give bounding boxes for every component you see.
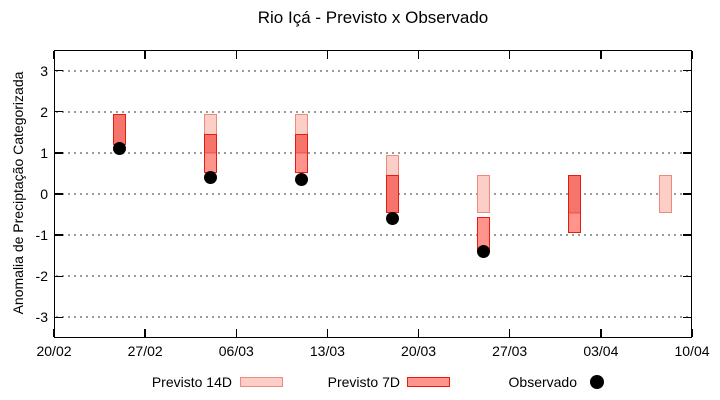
- grid-line: [56, 151, 690, 154]
- y-tick-mark-right: [683, 69, 691, 72]
- x-tick-mark: [417, 329, 420, 337]
- forecast-14d-bar: [659, 175, 673, 213]
- plot-frame: [54, 50, 692, 338]
- y-tick-label: -3: [35, 309, 48, 326]
- y-tick-mark-right: [683, 193, 691, 195]
- x-tick-mark-top: [691, 51, 693, 59]
- forecast-overlap-region: [113, 114, 125, 144]
- x-tick-mark: [144, 329, 146, 337]
- y-tick-label: -1: [35, 227, 48, 244]
- x-tick-label: 13/03: [309, 343, 345, 359]
- chart-title: Rio Içá - Previsto x Observado: [257, 8, 489, 27]
- legend-observado-dot-icon: [590, 375, 604, 389]
- x-tick-mark-top: [144, 51, 146, 59]
- x-tick-mark: [235, 329, 238, 337]
- x-tick-mark-top: [235, 51, 238, 59]
- x-tick-mark: [691, 329, 693, 337]
- forecast-7d-bar: [203, 134, 217, 174]
- forecast-14d-bottom-edge-line: [569, 211, 581, 213]
- y-tick-mark: [55, 69, 63, 72]
- y-tick-mark-right: [683, 316, 691, 319]
- forecast-overlap-region: [569, 176, 581, 214]
- legend-label-previsto-14d: Previsto 14D: [151, 374, 232, 390]
- x-tick-label: 27/03: [492, 343, 528, 359]
- x-tick-mark: [326, 329, 329, 337]
- grid-line: [56, 275, 690, 278]
- grid-line: [56, 234, 690, 237]
- forecast-overlap-region: [387, 176, 399, 212]
- x-tick-label: 20/03: [401, 343, 437, 359]
- observed-dot: [294, 173, 308, 187]
- observed-dot: [477, 245, 491, 259]
- forecast-14d-bottom-edge-line: [295, 151, 307, 154]
- forecast-overlap-region: [295, 135, 307, 154]
- forecast-7d-bar: [294, 134, 308, 174]
- y-tick-label: 2: [40, 103, 48, 120]
- legend-label-previsto-7d: Previsto 7D: [327, 374, 400, 390]
- x-tick-label: 10/04: [674, 343, 710, 359]
- x-tick-mark-top: [417, 51, 420, 59]
- y-tick-label: -2: [35, 268, 48, 285]
- grid-line: [56, 193, 690, 195]
- y-tick-mark: [55, 193, 63, 195]
- y-tick-mark: [55, 275, 63, 278]
- x-tick-mark-top: [600, 51, 602, 59]
- y-tick-label: 1: [40, 144, 48, 161]
- x-tick-label: 27/02: [127, 343, 163, 359]
- y-tick-label: 0: [40, 186, 48, 202]
- forecast-14d-bar: [477, 175, 491, 213]
- legend-label-observado: Observado: [508, 374, 577, 390]
- y-tick-mark-right: [683, 110, 691, 113]
- y-tick-mark: [55, 316, 63, 319]
- legend-swatch-previsto-7d-icon: [407, 377, 450, 387]
- y-tick-mark-right: [683, 152, 691, 154]
- y-tick-label: 3: [40, 62, 48, 79]
- forecast-overlap-region: [204, 135, 216, 154]
- x-tick-mark: [508, 329, 511, 337]
- observed-dot: [203, 171, 217, 185]
- observed-dot: [112, 142, 126, 156]
- grid-line: [56, 69, 690, 72]
- x-tick-mark-top: [508, 51, 511, 59]
- legend: Previsto 14D Previsto 7D Observado: [0, 368, 720, 396]
- y-tick-mark-right: [683, 234, 691, 236]
- forecast-7d-bar: [112, 113, 126, 145]
- x-tick-label: 06/03: [218, 343, 254, 359]
- legend-swatch-previsto-14d-icon: [240, 377, 283, 387]
- x-tick-label: 20/02: [36, 343, 72, 359]
- x-tick-label: 03/04: [583, 343, 619, 359]
- y-tick-mark: [55, 234, 63, 236]
- grid-line: [56, 316, 690, 319]
- observed-dot: [386, 212, 400, 226]
- y-tick-mark: [55, 152, 63, 154]
- x-tick-mark-top: [326, 51, 329, 59]
- forecast-7d-bar: [568, 175, 582, 234]
- y-tick-mark-right: [683, 275, 691, 278]
- forecast-7d-bar: [386, 175, 400, 213]
- forecast-14d-bottom-edge-line: [204, 151, 216, 154]
- y-tick-mark: [55, 110, 63, 113]
- x-tick-mark: [600, 329, 602, 337]
- grid-line: [56, 110, 690, 113]
